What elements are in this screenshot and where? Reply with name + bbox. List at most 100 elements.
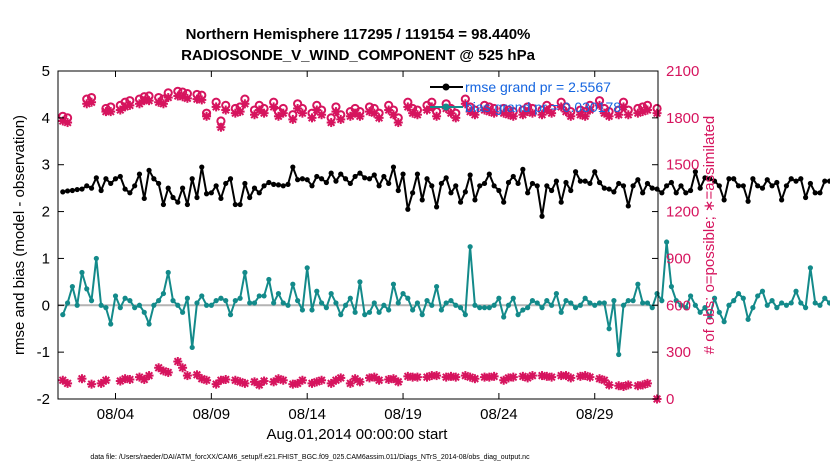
bias-point	[572, 305, 579, 311]
obs-assimilated-marker	[106, 107, 116, 117]
rmse-point	[640, 190, 646, 196]
bias-point	[227, 312, 234, 318]
y-right-tick-label: 600	[666, 297, 691, 314]
rmse-point	[505, 179, 512, 186]
rmse-point	[692, 169, 698, 175]
x-tick-label: 08/04	[97, 406, 135, 423]
rmse-point	[261, 183, 267, 189]
bias-point	[64, 300, 71, 306]
bias-point	[505, 302, 512, 308]
legend-marker-rmse	[442, 83, 450, 91]
rmse-point	[592, 169, 598, 175]
obs-assimilated-lower-marker	[489, 371, 499, 381]
rmse-point	[577, 178, 583, 184]
y-right-tick-label: 1800	[666, 110, 699, 127]
bias-point	[199, 293, 205, 299]
obs-assimilated-marker	[566, 111, 576, 121]
bias-point	[630, 298, 636, 304]
rmse-point	[405, 206, 411, 212]
rmse-point	[271, 181, 277, 187]
rmse-point	[400, 171, 406, 177]
rmse-point	[721, 197, 727, 203]
obs-assimilated-lower-marker	[182, 371, 192, 381]
obs-assimilated-marker	[307, 113, 317, 123]
bias-point	[271, 300, 277, 306]
bias-point	[405, 295, 411, 301]
rmse-point	[74, 186, 80, 193]
bias-point	[136, 302, 143, 308]
obs-assimilated-marker	[547, 108, 557, 118]
bias-point	[582, 295, 588, 301]
bias-point	[822, 295, 828, 301]
bias-point	[333, 300, 339, 306]
rmse-point	[572, 169, 579, 175]
bias-point	[697, 309, 703, 315]
obs-assimilated-lower-marker	[163, 367, 173, 377]
bias-point	[654, 290, 660, 297]
bias-point	[549, 302, 555, 308]
obs-assimilated-lower-marker	[623, 380, 633, 390]
rmse-point	[386, 180, 392, 187]
rmse-point	[146, 167, 152, 173]
obs-assimilated-marker	[331, 107, 341, 117]
rmse-point	[462, 189, 468, 195]
rmse-point	[156, 180, 162, 187]
obs-assimilated-lower-marker	[240, 378, 250, 388]
bias-point	[180, 309, 186, 315]
rmse-point	[108, 180, 114, 187]
bias-point	[208, 302, 214, 308]
rmse-point	[448, 190, 454, 196]
rmse-point	[189, 176, 195, 182]
bias-point	[826, 300, 830, 306]
obs-assimilated-lower-marker	[432, 371, 442, 381]
bias-point	[266, 276, 272, 283]
bias-point	[117, 305, 123, 311]
bias-point	[275, 290, 282, 297]
obs-assimilated-marker	[144, 96, 154, 106]
rmse-point	[481, 180, 488, 187]
rmse-point	[342, 176, 349, 182]
bias-point	[165, 269, 171, 276]
obs-assimilated-lower-marker	[178, 363, 188, 373]
obs-assimilated-marker	[240, 99, 250, 109]
rmse-point	[568, 187, 574, 194]
rmse-point	[620, 183, 627, 189]
bias-point	[424, 298, 430, 304]
rmse-point	[170, 194, 176, 201]
rmse-point	[649, 185, 655, 191]
bias-point	[108, 321, 114, 327]
rmse-point	[707, 176, 713, 182]
bias-point	[812, 300, 818, 306]
obs-assimilated-lower-marker	[508, 372, 518, 382]
chart-subtitle: RADIOSONDE_V_WIND_COMPONENT @ 525 hPa	[181, 47, 536, 64]
rmse-point	[625, 203, 631, 209]
rmse-point	[525, 190, 531, 196]
rmse-point	[697, 185, 703, 191]
bias-point	[644, 300, 651, 306]
obs-assimilated-marker	[235, 107, 245, 117]
bias-point	[381, 302, 387, 308]
bias-point	[285, 302, 291, 308]
rmse-point	[735, 183, 742, 189]
bias-point	[568, 300, 574, 306]
bias-point	[544, 298, 550, 304]
bias-point	[352, 309, 358, 315]
bias-point	[247, 300, 253, 306]
bias-point	[156, 298, 162, 304]
bias-point	[223, 298, 229, 304]
legend: rmse grand pr = 2.5567 bias grand pr = 0…	[430, 79, 621, 115]
rmse-point	[635, 177, 641, 183]
rmse-point	[774, 179, 780, 186]
obs-assimilated-marker	[288, 114, 298, 124]
y-left-tick-label: 5	[42, 63, 50, 80]
bias-point	[740, 295, 746, 301]
bias-point	[649, 305, 655, 311]
rmse-point	[60, 189, 66, 195]
bias-point	[711, 295, 718, 301]
rmse-point	[290, 164, 296, 170]
obs-assimilated-marker	[432, 111, 442, 121]
rmse-point	[333, 178, 339, 184]
bias-point	[237, 295, 243, 301]
rmse-point	[716, 183, 722, 189]
bias-point	[673, 298, 679, 304]
